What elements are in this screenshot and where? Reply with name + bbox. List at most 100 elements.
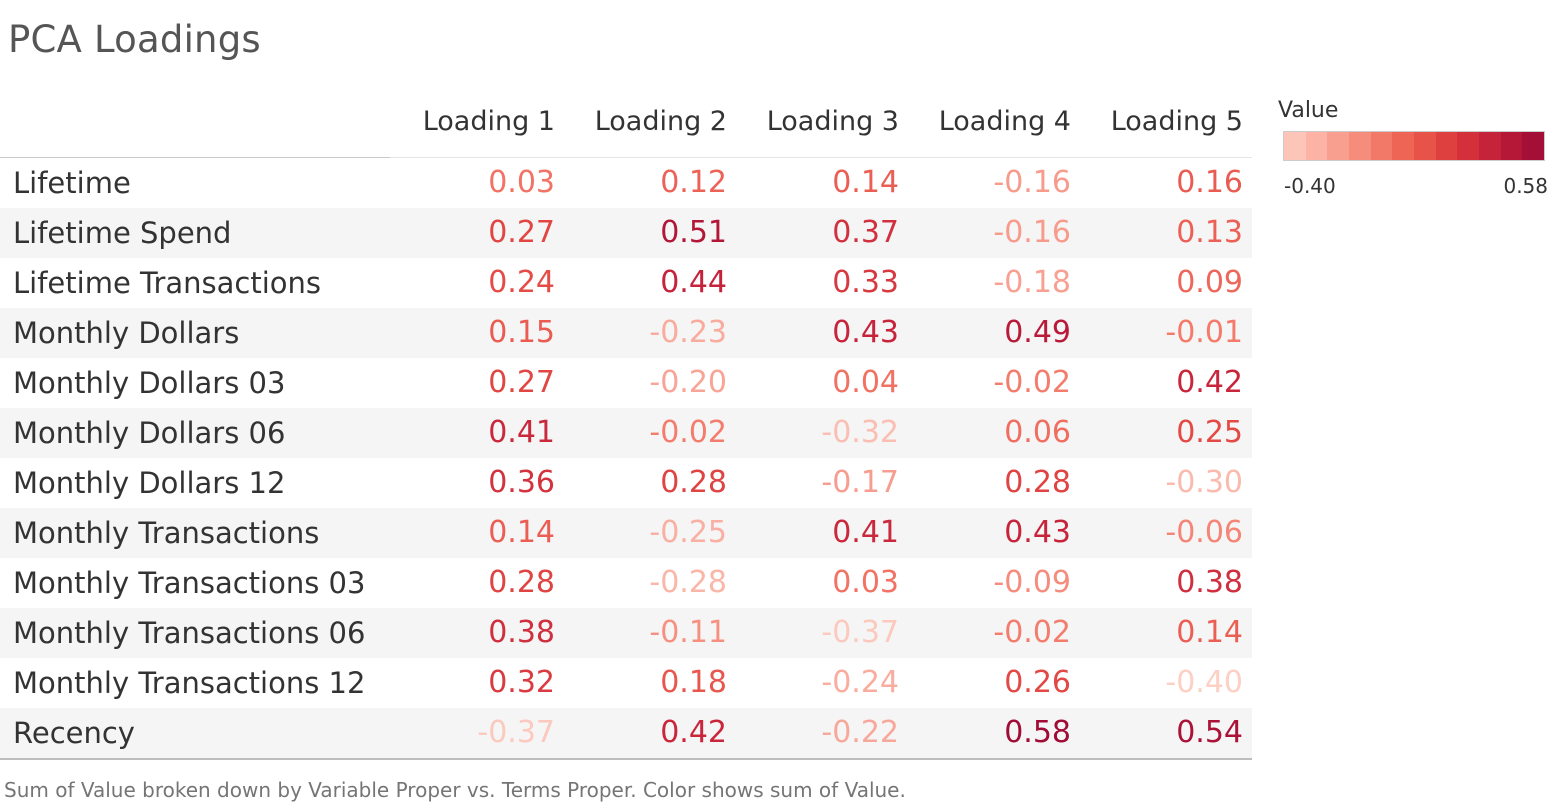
heatmap-cell: 0.14 [1176, 615, 1243, 650]
table-row: Monthly Dollars 03 0.27 -0.20 0.04 -0.02 0.42 [0, 358, 1252, 408]
heatmap-cell: 0.28 [488, 565, 555, 600]
heatmap-cell: -0.16 [993, 215, 1071, 250]
legend-swatch [1435, 132, 1458, 160]
heatmap-cell: 0.27 [488, 215, 555, 250]
table-bottom-border [0, 758, 1252, 760]
column-header-row: Loading 1 Loading 2 Loading 3 Loading 4 Load… [0, 96, 1252, 158]
heatmap-cell: 0.42 [660, 715, 727, 750]
heatmap-cell: -0.25 [649, 515, 727, 550]
heatmap-cell: 0.25 [1176, 415, 1243, 450]
row-label: Lifetime [13, 166, 131, 200]
heatmap-cell: 0.14 [832, 165, 899, 200]
row-label: Monthly Dollars [13, 316, 240, 350]
heatmap-cell: -0.11 [649, 615, 727, 650]
legend-swatch [1500, 132, 1523, 160]
row-label: Monthly Transactions [13, 516, 320, 550]
table-row: Monthly Dollars 12 0.36 0.28 -0.17 0.28 -0.30 [0, 458, 1252, 508]
table-row: Recency -0.37 0.42 -0.22 0.58 0.54 [0, 708, 1252, 758]
heatmap-cell: -0.02 [993, 615, 1071, 650]
heatmap-cell: -0.37 [821, 615, 899, 650]
legend-swatch [1284, 132, 1306, 160]
legend-swatch [1457, 132, 1480, 160]
heatmap-cell: 0.03 [832, 565, 899, 600]
row-label: Lifetime Transactions [13, 266, 322, 300]
heatmap-cell: -0.16 [993, 165, 1071, 200]
table-row: Monthly Dollars 06 0.41 -0.02 -0.32 0.06 0.25 [0, 408, 1252, 458]
legend-color-bar [1283, 131, 1545, 161]
heatmap-cell: -0.02 [649, 415, 727, 450]
heatmap-cell: -0.09 [993, 565, 1071, 600]
heatmap-cell: 0.04 [832, 365, 899, 400]
table-row: Lifetime Transactions 0.24 0.44 0.33 -0.18 0.… [0, 258, 1252, 308]
heatmap-cell: -0.22 [821, 715, 899, 750]
heatmap-cell: 0.41 [832, 515, 899, 550]
legend-max-label: 0.58 [1503, 174, 1548, 198]
heatmap-cell: 0.12 [660, 165, 727, 200]
heatmap-table: Lifetime 0.03 0.12 0.14 -0.16 0.16 Lifetime Sp… [0, 158, 1252, 758]
column-header-4: Loading 4 [938, 106, 1071, 137]
legend-swatch [1522, 132, 1545, 160]
heatmap-cell: -0.17 [821, 465, 899, 500]
table-row: Lifetime 0.03 0.12 0.14 -0.16 0.16 [0, 158, 1252, 208]
heatmap-cell: 0.18 [660, 665, 727, 700]
legend-title: Value [1278, 98, 1339, 123]
heatmap-cell: 0.37 [832, 215, 899, 250]
heatmap-cell: 0.42 [1176, 365, 1243, 400]
row-label: Monthly Transactions 06 [13, 616, 366, 650]
heatmap-cell: -0.32 [821, 415, 899, 450]
table-row: Monthly Transactions 03 0.28 -0.28 0.03 -0.0… [0, 558, 1252, 608]
heatmap-cell: 0.36 [488, 465, 555, 500]
heatmap-cell: 0.24 [488, 265, 555, 300]
row-label: Monthly Dollars 12 [13, 466, 286, 500]
table-row: Monthly Transactions 0.14 -0.25 0.41 0.43 -0.… [0, 508, 1252, 558]
heatmap-cell: -0.24 [821, 665, 899, 700]
heatmap-cell: 0.41 [488, 415, 555, 450]
row-label: Monthly Dollars 03 [13, 366, 286, 400]
heatmap-cell: -0.20 [649, 365, 727, 400]
heatmap-cell: 0.43 [832, 315, 899, 350]
heatmap-cell: 0.15 [488, 315, 555, 350]
row-label: Lifetime Spend [13, 216, 232, 250]
heatmap-cell: 0.13 [1176, 215, 1243, 250]
heatmap-cell: 0.38 [488, 615, 555, 650]
column-header-1: Loading 1 [422, 106, 555, 137]
heatmap-cell: 0.54 [1176, 715, 1243, 750]
table-row: Monthly Dollars 0.15 -0.23 0.43 0.49 -0.01 [0, 308, 1252, 358]
heatmap-cell: 0.06 [1004, 415, 1071, 450]
table-row: Monthly Transactions 12 0.32 0.18 -0.24 0.26… [0, 658, 1252, 708]
heatmap-cell: 0.43 [1004, 515, 1071, 550]
row-label: Monthly Transactions 12 [13, 666, 366, 700]
legend-swatch [1305, 132, 1328, 160]
heatmap-cell: 0.38 [1176, 565, 1243, 600]
heatmap-cell: -0.28 [649, 565, 727, 600]
heatmap-cell: -0.40 [1165, 665, 1243, 700]
column-header-5: Loading 5 [1110, 106, 1243, 137]
color-legend: Value -0.40 0.58 [1278, 98, 1548, 198]
heatmap-cell: 0.09 [1176, 265, 1243, 300]
column-header-3: Loading 3 [766, 106, 899, 137]
legend-swatch [1349, 132, 1371, 160]
legend-swatch [1370, 132, 1393, 160]
heatmap-cell: 0.44 [660, 265, 727, 300]
heatmap-cell: 0.49 [1004, 315, 1071, 350]
heatmap-cell: 0.51 [660, 215, 727, 250]
legend-swatch [1327, 132, 1350, 160]
heatmap-cell: 0.14 [488, 515, 555, 550]
column-header-2: Loading 2 [594, 106, 727, 137]
heatmap-cell: -0.30 [1165, 465, 1243, 500]
header-divider-right [390, 157, 1252, 158]
heatmap-cell: -0.37 [477, 715, 555, 750]
heatmap-cell: -0.01 [1165, 315, 1243, 350]
heatmap-cell: 0.26 [1004, 665, 1071, 700]
heatmap-cell: 0.03 [488, 165, 555, 200]
heatmap-cell: -0.02 [993, 365, 1071, 400]
heatmap-cell: 0.27 [488, 365, 555, 400]
row-label: Monthly Transactions 03 [13, 566, 366, 600]
legend-swatch [1414, 132, 1436, 160]
heatmap-cell: -0.06 [1165, 515, 1243, 550]
heatmap-cell: 0.32 [488, 665, 555, 700]
chart-title: PCA Loadings [8, 18, 261, 61]
legend-swatch [1479, 132, 1501, 160]
table-row: Lifetime Spend 0.27 0.51 0.37 -0.16 0.13 [0, 208, 1252, 258]
heatmap-cell: 0.28 [660, 465, 727, 500]
